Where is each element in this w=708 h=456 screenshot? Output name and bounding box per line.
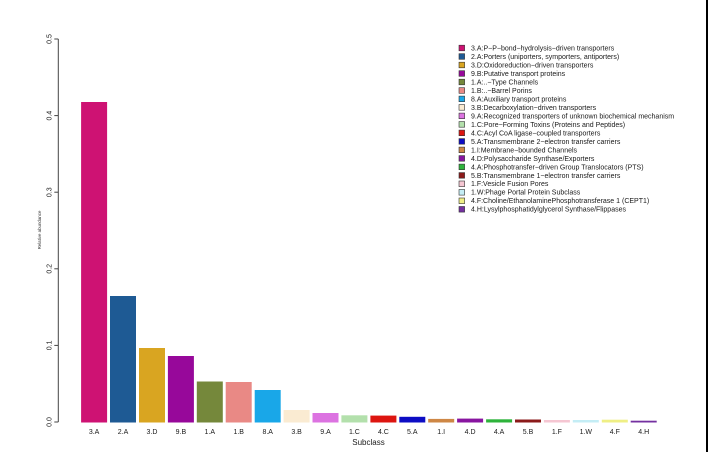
svg-text:4.A:Phosphotransfer−driven Gro: 4.A:Phosphotransfer−driven Group Translo… (471, 164, 644, 171)
svg-text:9.A:Recognized transporters of: 9.A:Recognized transporters of unknown b… (471, 113, 674, 120)
svg-text:9.B: 9.B (176, 429, 187, 436)
svg-text:4.F:Choline/EthanolaminePhosph: 4.F:Choline/EthanolaminePhosphotransfera… (471, 198, 649, 205)
svg-text:4.D:Polysaccharide Synthase/Ex: 4.D:Polysaccharide Synthase/Exporters (471, 156, 595, 163)
svg-text:0.2: 0.2 (47, 264, 54, 274)
svg-text:5.A:Transmembrane 2−electron t: 5.A:Transmembrane 2−electron transfer ca… (471, 139, 621, 146)
svg-text:4.H:Lysylphosphatidylglycerol: 4.H:Lysylphosphatidylglycerol Synthase/F… (471, 207, 626, 214)
svg-text:Relative abundance: Relative abundance (37, 210, 42, 249)
svg-text:0.4: 0.4 (47, 111, 54, 121)
svg-text:8.A: 8.A (262, 429, 273, 436)
svg-text:4.C:Acyl CoA ligase−coupled tr: 4.C:Acyl CoA ligase−coupled transporters (471, 130, 601, 137)
svg-text:4.A: 4.A (494, 429, 505, 436)
svg-text:1.A: 1.A (205, 429, 216, 436)
svg-text:1.B: 1.B (233, 429, 244, 436)
svg-text:0.0: 0.0 (47, 417, 54, 427)
svg-text:1.W:Phage Portal Protein Subcl: 1.W:Phage Portal Protein Subclass (471, 190, 581, 197)
svg-text:5.B:Transmembrane 1−electron t: 5.B:Transmembrane 1−electron transfer ca… (471, 173, 621, 180)
svg-text:2.A: 2.A (118, 429, 129, 436)
svg-text:3.B: 3.B (291, 429, 302, 436)
svg-text:4.C: 4.C (378, 429, 389, 436)
svg-text:3.D:Oxidoreduction−driven tran: 3.D:Oxidoreduction−driven transporters (471, 62, 594, 69)
svg-text:4.F: 4.F (610, 429, 620, 436)
svg-text:9.B:Putative transport protein: 9.B:Putative transport proteins (471, 71, 566, 78)
svg-text:1.F: 1.F (552, 429, 562, 436)
svg-text:4.D: 4.D (465, 429, 476, 436)
svg-text:3.B:Decarboxylation−driven tra: 3.B:Decarboxylation−driven transporters (471, 105, 597, 112)
svg-text:3.A: 3.A (89, 429, 100, 436)
svg-text:3.D: 3.D (147, 429, 158, 436)
svg-text:1.A:..−Type Channels: 1.A:..−Type Channels (471, 79, 539, 86)
svg-text:1.B:..−Barrel Porins: 1.B:..−Barrel Porins (471, 88, 532, 95)
svg-text:5.B: 5.B (523, 429, 534, 436)
svg-text:3.A:P−P−bond−hydrolysis−driven: 3.A:P−P−bond−hydrolysis−driven transport… (471, 45, 615, 52)
svg-text:0.1: 0.1 (47, 340, 54, 350)
svg-text:1.I:Membrane−bounded Channels: 1.I:Membrane−bounded Channels (471, 147, 578, 154)
svg-text:0.3: 0.3 (47, 187, 54, 197)
svg-text:4.H: 4.H (638, 429, 649, 436)
svg-text:5.A: 5.A (407, 429, 418, 436)
svg-text:0.5: 0.5 (47, 34, 54, 44)
svg-text:1.C:Pore−Forming Toxins (Prote: 1.C:Pore−Forming Toxins (Proteins and Pe… (471, 122, 625, 129)
svg-text:1.F:Vesicle Fusion Pores: 1.F:Vesicle Fusion Pores (471, 181, 549, 188)
svg-text:1.W: 1.W (580, 429, 593, 436)
svg-text:8.A:Auxiliary transport protei: 8.A:Auxiliary transport proteins (471, 96, 567, 103)
svg-text:2.A:Porters (uniporters, sympo: 2.A:Porters (uniporters, symporters, ant… (471, 54, 619, 61)
svg-text:1.I: 1.I (437, 429, 445, 436)
svg-text:1.C: 1.C (349, 429, 360, 436)
svg-text:Subclass: Subclass (352, 438, 384, 447)
svg-text:9.A: 9.A (320, 429, 331, 436)
